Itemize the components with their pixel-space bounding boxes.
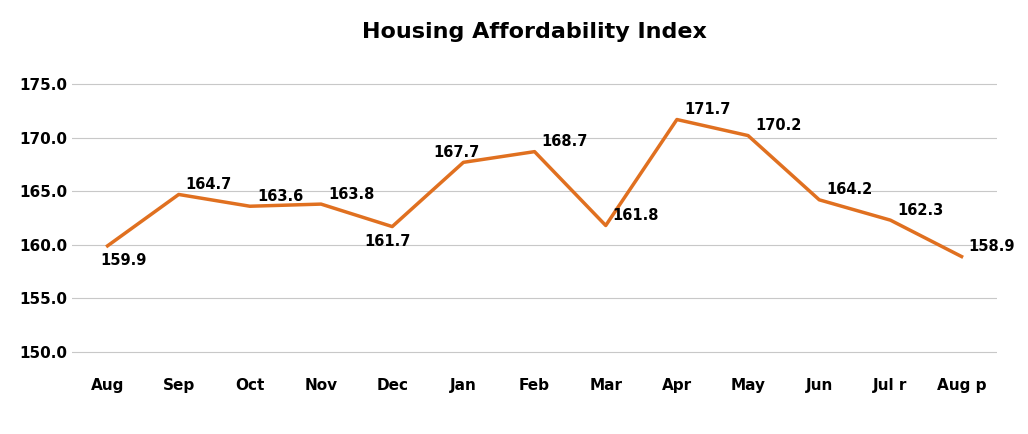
Text: 170.2: 170.2 — [755, 118, 802, 133]
Text: 167.7: 167.7 — [433, 145, 479, 160]
Text: 168.7: 168.7 — [542, 134, 588, 149]
Text: 161.8: 161.8 — [613, 208, 659, 223]
Text: 159.9: 159.9 — [101, 253, 147, 268]
Title: Housing Affordability Index: Housing Affordability Index — [362, 22, 707, 42]
Text: 162.3: 162.3 — [897, 203, 944, 217]
Text: 171.7: 171.7 — [684, 102, 730, 117]
Text: 164.7: 164.7 — [186, 177, 232, 192]
Text: 164.2: 164.2 — [827, 182, 873, 197]
Text: 161.7: 161.7 — [365, 234, 411, 249]
Text: 158.9: 158.9 — [968, 239, 1015, 254]
Text: 163.6: 163.6 — [257, 189, 303, 204]
Text: 163.8: 163.8 — [328, 187, 374, 201]
